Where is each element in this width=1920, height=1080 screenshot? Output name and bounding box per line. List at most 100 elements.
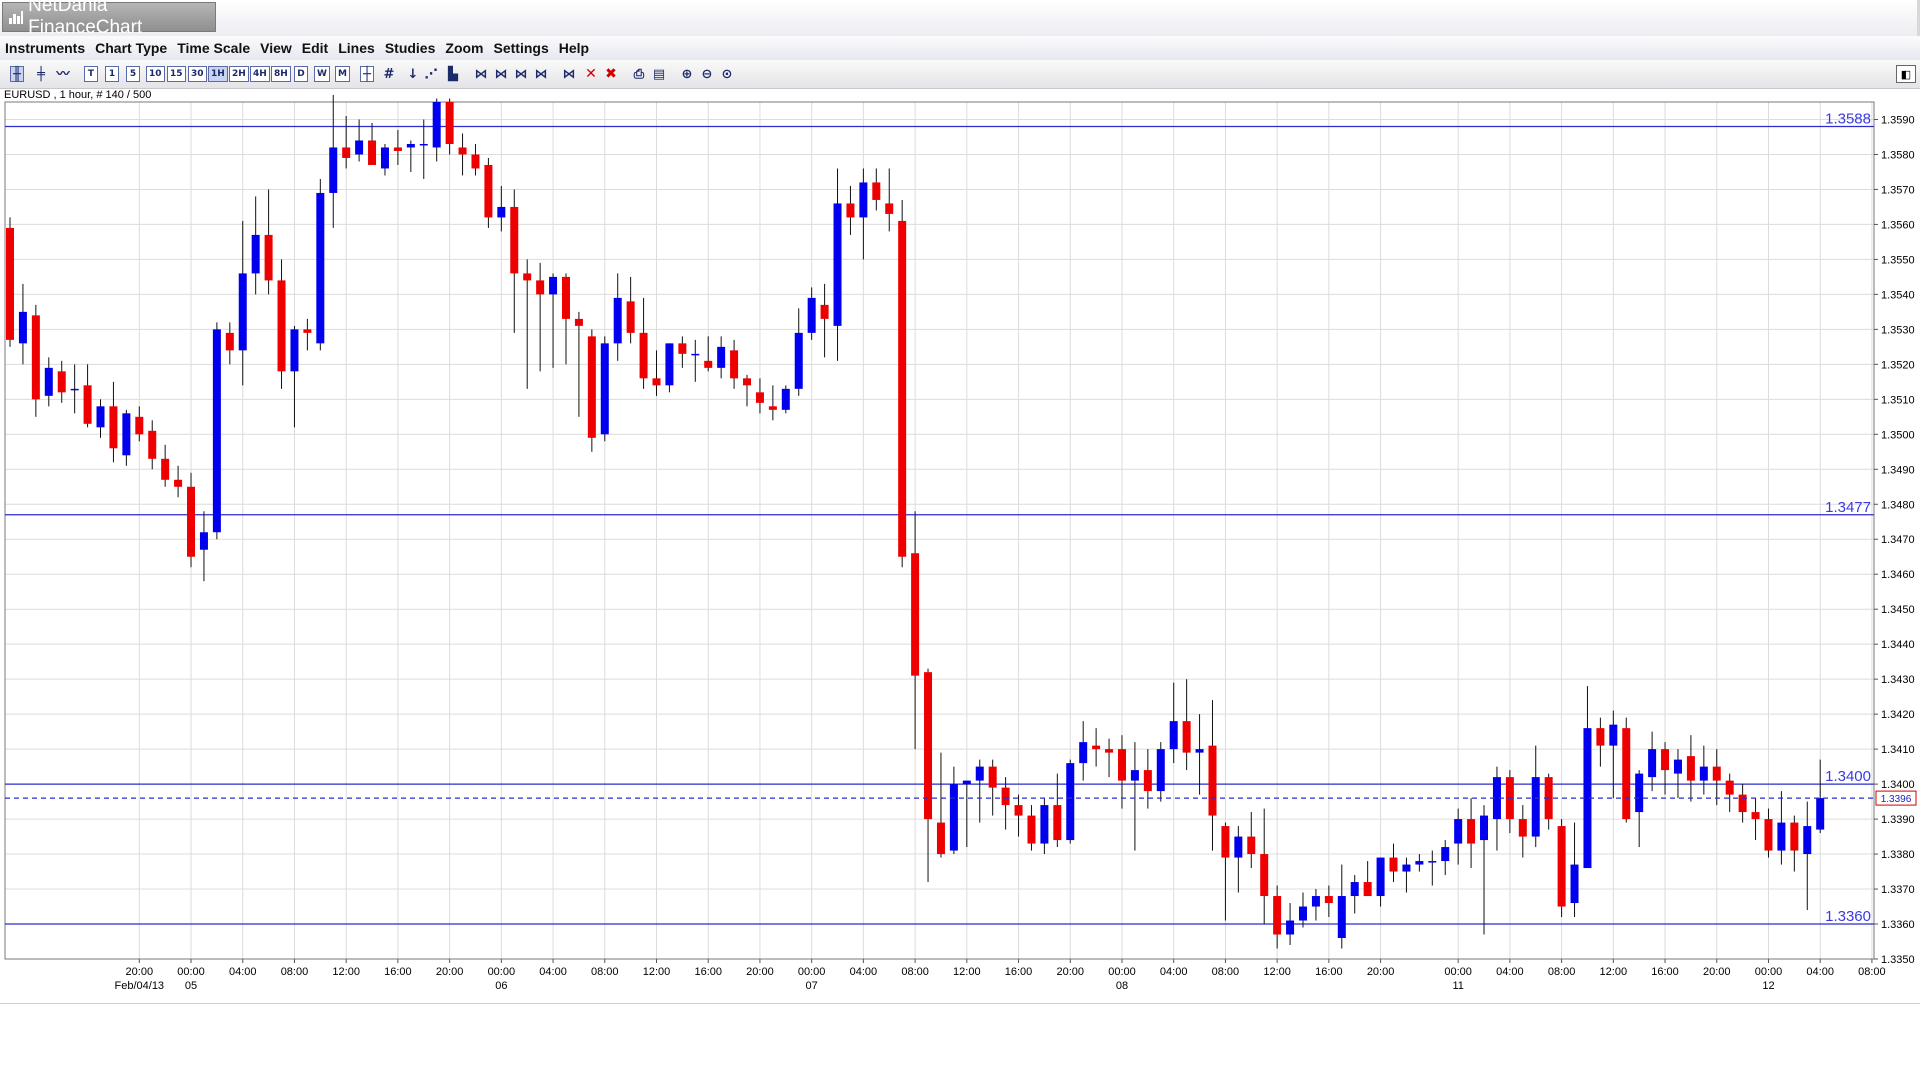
menu-settings[interactable]: Settings [493,40,549,56]
timeframe-4h-button[interactable]: 4H [250,66,270,82]
candlestick-chart-icon[interactable]: ╫ [10,66,24,82]
candle-body [1324,896,1333,904]
zoom-reset-icon[interactable]: ⊙ [721,66,733,82]
candle-up [316,178,325,351]
candle-body [1402,864,1411,872]
candle-body [161,458,170,480]
timeframe-daily-button[interactable]: D [294,66,308,82]
candle-up [1234,826,1243,893]
studies-icon[interactable]: ▙ [448,66,458,82]
y-tick-label: 1.3350 [1881,954,1915,966]
candle-body [1337,896,1346,939]
timeframe-1m-button[interactable]: 1 [105,66,119,82]
price-chart[interactable]: 20:00 Feb/04/13 00:00 05 04:00 08:00 12:00 16:0… [0,0,1920,1005]
candle-body [31,315,40,400]
menu-zoom[interactable]: Zoom [445,40,484,56]
candle-up [1376,857,1385,907]
delete-all-lines-icon[interactable]: ✖ [605,66,617,82]
window-title-tab[interactable]: NetDania FinanceChart [2,0,216,38]
edit-lines-icon[interactable]: ⋈ [562,66,576,82]
grid-icon[interactable]: # [383,66,395,82]
y-tick-label: 1.3520 [1881,359,1915,371]
candle-up [833,168,842,361]
line-chart-icon[interactable]: 〰 [56,66,70,82]
y-tick-label: 1.3550 [1881,254,1915,266]
timeframe-1h-button[interactable]: 1H [208,66,228,82]
candle-up [1803,801,1812,911]
candle-body [187,486,196,557]
candle-down [730,339,739,389]
menu-lines[interactable]: Lines [338,40,375,56]
timeframe-15m-button[interactable]: 15 [167,66,186,82]
symbol-info: EURUSD , 1 hour, # 140 / 500 [4,89,152,101]
zoom-out-icon[interactable]: ⊖ [701,66,713,82]
timeframe-monthly-button[interactable]: M [335,66,350,82]
cursor-down-icon[interactable]: ↓ [407,66,419,82]
delete-line-icon[interactable]: ✕ [585,66,597,82]
candle-body [1751,812,1760,820]
timeframe-weekly-button[interactable]: W [314,66,330,82]
timeframe-30m-button[interactable]: 30 [188,66,207,82]
x-tick-label: 12:00 [1600,966,1628,978]
y-tick-label: 1.3420 [1881,709,1915,721]
timeframe-2h-button[interactable]: 2H [229,66,249,82]
candle-down [1001,777,1010,830]
candle-body [1247,836,1256,855]
timeframe-t-button[interactable]: T [84,66,98,82]
draw-channel-icon[interactable]: ⋈ [514,66,528,82]
candle-body [1273,896,1282,935]
y-tick-label: 1.3540 [1881,289,1915,301]
print-preview-icon[interactable]: ▤ [652,66,666,82]
candle-body [70,388,79,391]
candle-body [329,147,338,193]
menu-edit[interactable]: Edit [301,40,329,56]
candle-body [1053,805,1062,841]
candle-body [820,304,829,319]
candle-body [57,371,66,393]
x-tick-label: 20:00 [746,966,774,978]
candle-down [1467,798,1476,869]
panel-toggle-icon[interactable]: ◧ [1896,65,1916,83]
print-icon[interactable]: ⎙ [633,66,645,82]
timeframe-10m-button[interactable]: 10 [146,66,165,82]
candle-down [1260,808,1269,925]
candle-body [846,203,855,218]
zoom-in-icon[interactable]: ⊕ [681,66,693,82]
menu-chart-type[interactable]: Chart Type [95,40,168,56]
candle-up [1480,805,1489,935]
menu-instruments[interactable]: Instruments [5,40,86,56]
timeframe-5m-button[interactable]: 5 [126,66,140,82]
x-tick-label: 08:00 [281,966,309,978]
candle-down [1273,885,1282,949]
candle-body [1790,822,1799,851]
candle-down [1751,798,1760,841]
draw-line-icon[interactable]: ⋈ [474,66,488,82]
candle-down [368,122,377,165]
draw-fibonacci-icon[interactable]: ⋈ [494,66,508,82]
draw-fan-icon[interactable]: ⋈ [534,66,548,82]
candle-body [924,672,933,820]
candle-down [1596,717,1605,767]
menu-help[interactable]: Help [558,40,590,56]
candle-body [122,413,131,456]
candle-body [652,378,661,386]
candle-body [872,182,881,200]
trend-line-icon[interactable]: ⋰ [424,66,438,82]
ohlc-bar-chart-icon[interactable]: ╪ [37,66,45,82]
y-tick-label: 1.3430 [1881,674,1915,686]
timeframe-8h-button[interactable]: 8H [271,66,291,82]
x-date-label: 11 [1452,980,1463,992]
candle-up [1299,892,1307,928]
candle-body [174,479,183,487]
candle-down [445,98,454,155]
menu-studies[interactable]: Studies [384,40,436,56]
menu-view[interactable]: View [260,40,292,56]
candle-down [31,304,40,417]
candle-body [445,102,454,144]
crosshair-icon[interactable]: ┼ [360,66,374,82]
candle-down [187,472,196,568]
candle-body [1014,805,1023,816]
candle-body [975,766,984,781]
x-tick-label: 08:00 [901,966,929,978]
menu-time-scale[interactable]: Time Scale [177,40,251,56]
